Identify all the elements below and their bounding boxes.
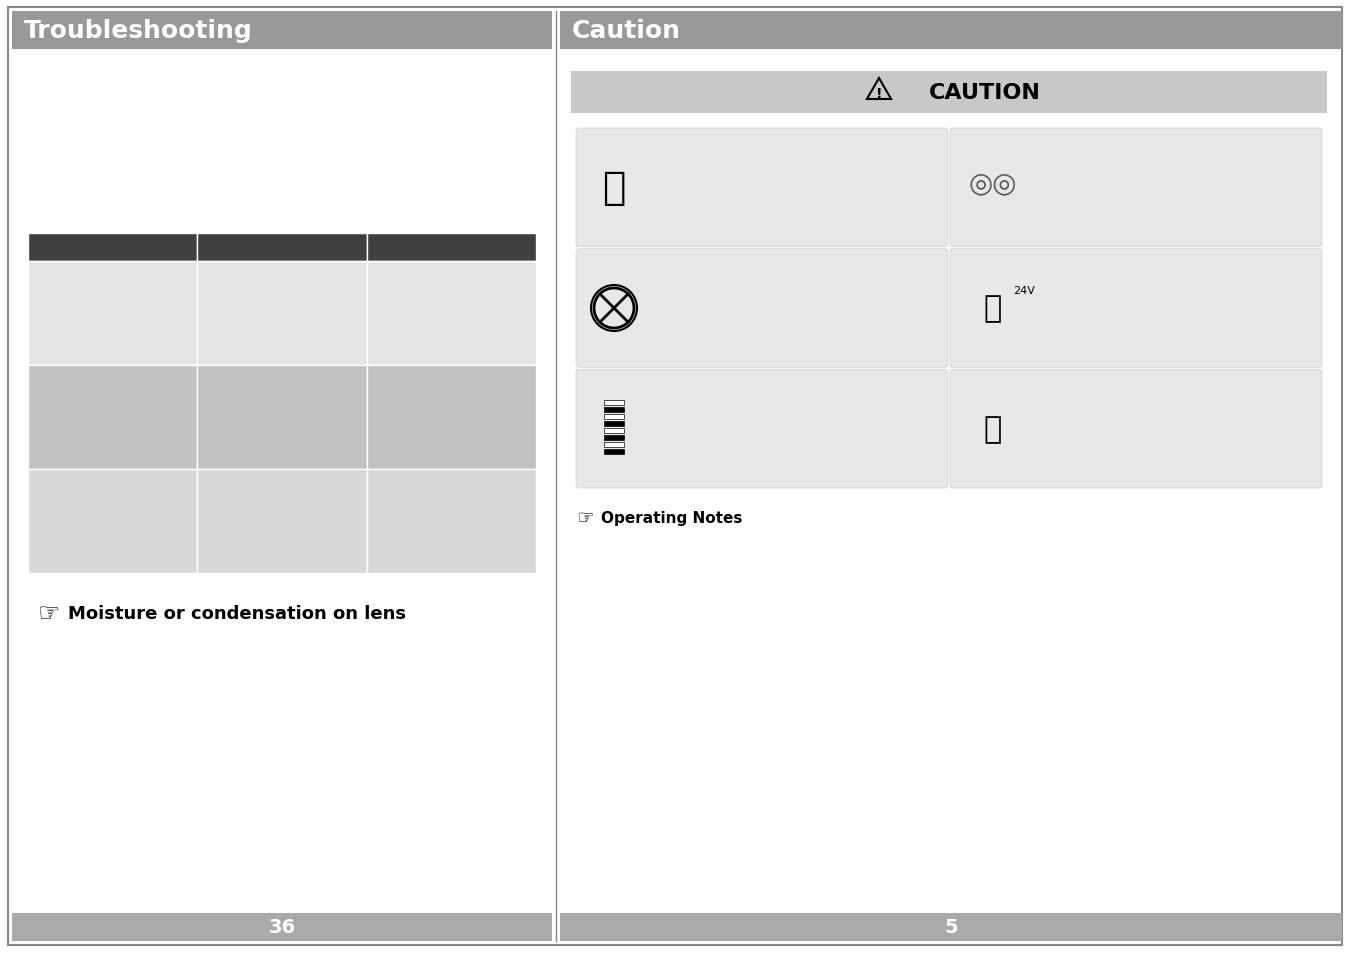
FancyBboxPatch shape (576, 370, 948, 489)
Bar (28, 233, 197, 262)
FancyBboxPatch shape (950, 370, 1322, 489)
Bar (367, 366, 536, 470)
Text: 5: 5 (944, 918, 957, 937)
Bar (12, 12, 552, 50)
Text: 36: 36 (269, 918, 296, 937)
Bar (367, 262, 536, 366)
Text: CAUTION: CAUTION (929, 83, 1041, 103)
Text: Moisture or condensation on lens: Moisture or condensation on lens (68, 604, 406, 622)
Bar (560, 12, 1342, 50)
Bar (28, 366, 197, 470)
Bar (197, 262, 367, 366)
Bar (603, 449, 624, 455)
FancyBboxPatch shape (950, 250, 1322, 368)
Bar (28, 470, 197, 574)
Bar (197, 470, 367, 574)
Text: ☞: ☞ (38, 601, 61, 625)
Bar (367, 470, 536, 574)
Bar (197, 233, 367, 262)
Text: 🔧: 🔧 (984, 415, 1002, 444)
Bar (603, 407, 624, 413)
FancyBboxPatch shape (576, 250, 948, 368)
Bar (603, 421, 624, 426)
Text: Caution: Caution (572, 19, 680, 43)
Bar (571, 71, 1327, 113)
FancyBboxPatch shape (950, 129, 1322, 248)
Text: 🚛: 🚛 (984, 294, 1002, 323)
Text: !: ! (876, 87, 883, 101)
Bar (603, 436, 624, 440)
Text: ☞: ☞ (576, 509, 594, 528)
Bar (12, 913, 552, 941)
Text: 🧍: 🧍 (602, 169, 625, 207)
Bar (603, 400, 624, 405)
Bar (197, 366, 367, 470)
Bar (560, 913, 1342, 941)
Bar (603, 428, 624, 434)
Text: Troubleshooting: Troubleshooting (24, 19, 252, 43)
Bar (603, 415, 624, 419)
Text: 24V: 24V (1012, 286, 1035, 295)
Bar (603, 442, 624, 447)
Text: ◎◎: ◎◎ (969, 169, 1018, 197)
Bar (367, 233, 536, 262)
FancyBboxPatch shape (576, 129, 948, 248)
Bar (28, 262, 197, 366)
Text: Operating Notes: Operating Notes (601, 511, 742, 526)
